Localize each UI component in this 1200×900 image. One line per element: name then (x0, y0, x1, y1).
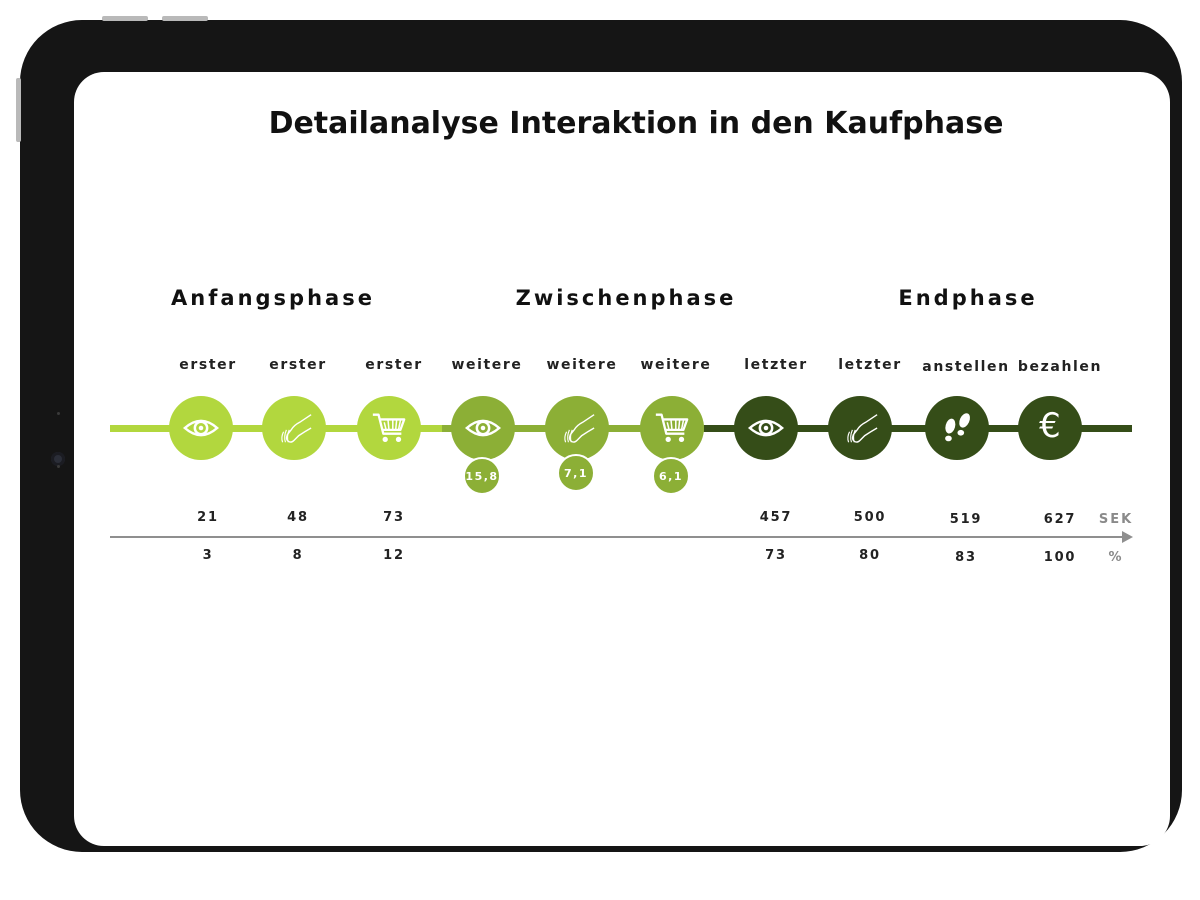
hand-touch-icon (841, 409, 879, 447)
unit-sek: SEK (1098, 512, 1134, 527)
step-label: anstellen (922, 359, 1010, 375)
step-circle: € (1018, 396, 1082, 460)
subvalue-badge: 6,1 (652, 457, 690, 495)
page-title: Detailanalyse Interaktion in den Kaufpha… (268, 106, 1004, 141)
step-circle (925, 396, 989, 460)
sensor (57, 465, 60, 468)
euro-icon: € (1039, 406, 1061, 446)
step-label: erster (179, 357, 237, 373)
eye-icon (464, 409, 502, 447)
percent-value: 3 (202, 548, 214, 563)
time-value: 627 (1043, 512, 1077, 527)
percent-value: 73 (765, 548, 787, 563)
axis-arrow-icon (1122, 531, 1133, 543)
step-circle (545, 396, 609, 460)
step-circle (828, 396, 892, 460)
step-label: bezahlen (1017, 359, 1103, 375)
step-circle (734, 396, 798, 460)
shopping-cart-icon (370, 409, 408, 447)
footprints-icon (938, 409, 976, 447)
step-label: erster (365, 357, 423, 373)
percent-value: 80 (859, 548, 881, 563)
eye-icon (182, 409, 220, 447)
tablet-frame: Detailanalyse Interaktion in den Kaufpha… (16, 16, 1182, 852)
phase-label-zwischen: Zwischenphase (515, 286, 737, 310)
subvalue-badge: 7,1 (557, 454, 595, 492)
screen: Detailanalyse Interaktion in den Kaufpha… (74, 72, 1170, 846)
timeline-segment-late (704, 425, 1132, 432)
volume-button (102, 16, 148, 21)
time-value: 519 (949, 512, 983, 527)
hand-touch-icon (275, 409, 313, 447)
power-button (16, 78, 21, 142)
percent-value: 83 (955, 550, 977, 565)
time-value: 457 (759, 510, 793, 525)
time-value: 73 (383, 510, 405, 525)
percent-value: 8 (292, 548, 304, 563)
shopping-cart-icon (653, 409, 691, 447)
step-circle (451, 396, 515, 460)
time-value: 21 (197, 510, 219, 525)
phase-label-end: Endphase (898, 286, 1038, 310)
percent-value: 12 (383, 548, 405, 563)
step-circle (357, 396, 421, 460)
step-label: weitere (546, 357, 618, 373)
step-label: weitere (640, 357, 712, 373)
step-label: letzter (744, 357, 808, 373)
time-axis (110, 536, 1124, 538)
phase-label-anfang: Anfangsphase (171, 286, 375, 310)
percent-value: 100 (1043, 550, 1077, 565)
step-circle (169, 396, 233, 460)
front-camera (51, 452, 65, 466)
step-label: letzter (838, 357, 902, 373)
sensor (57, 412, 60, 415)
time-value: 500 (853, 510, 887, 525)
hand-touch-icon (558, 409, 596, 447)
step-circle (262, 396, 326, 460)
step-label: weitere (451, 357, 523, 373)
step-circle (640, 396, 704, 460)
unit-percent: % (1108, 550, 1124, 565)
time-value: 48 (287, 510, 309, 525)
eye-icon (747, 409, 785, 447)
subvalue-badge: 15,8 (463, 457, 501, 495)
step-label: erster (269, 357, 327, 373)
volume-button (162, 16, 208, 21)
